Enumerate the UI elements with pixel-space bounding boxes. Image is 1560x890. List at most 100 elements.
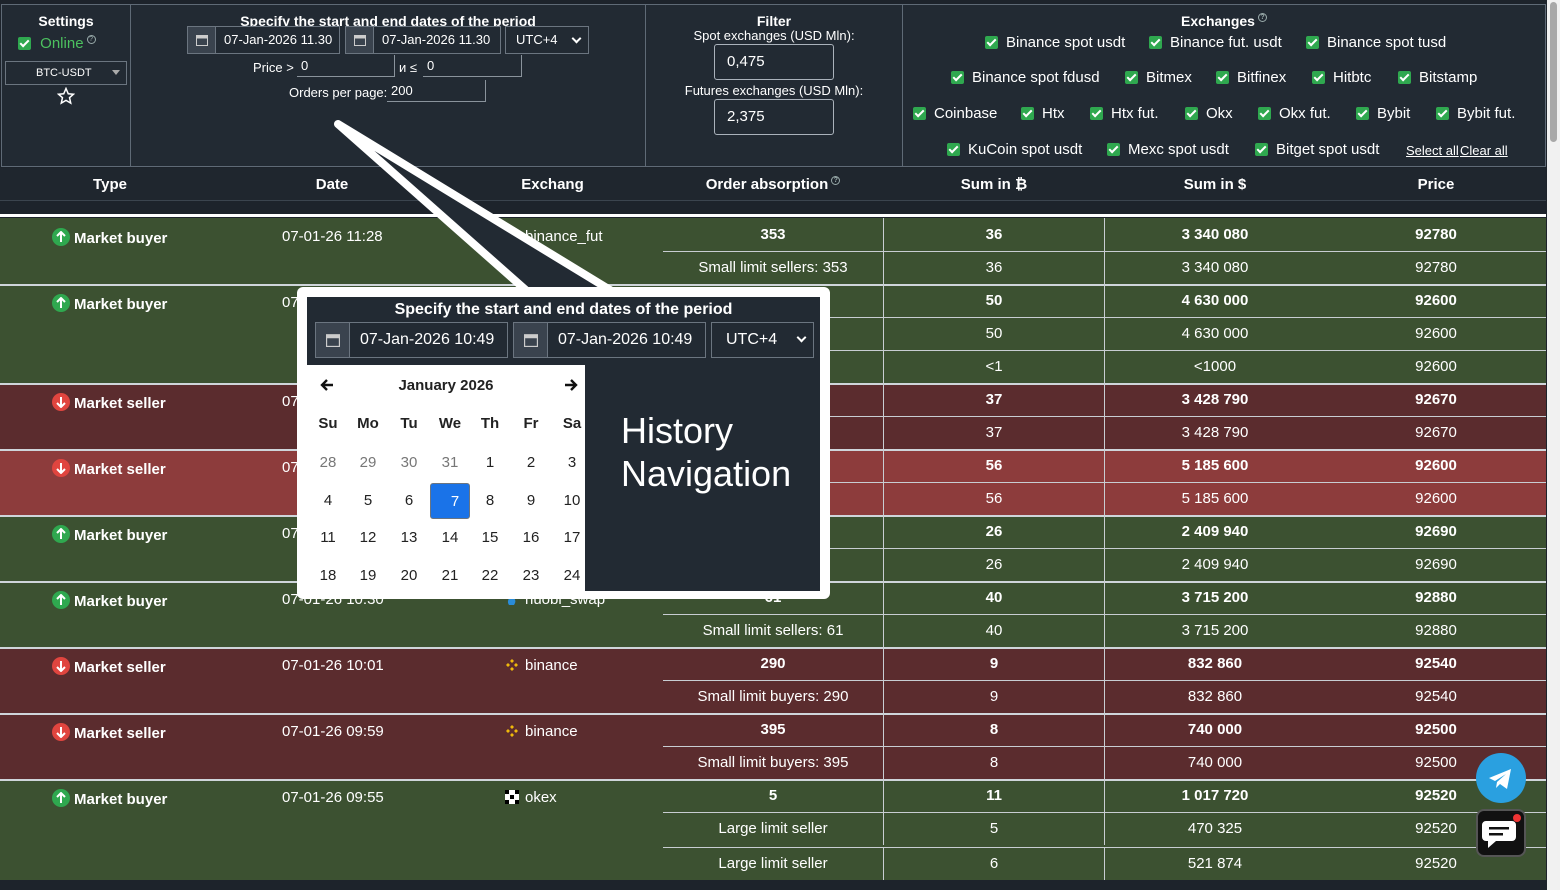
calendar-day[interactable]: 28 <box>319 454 337 471</box>
calendar-day[interactable]: 6 <box>404 492 414 509</box>
calendar-day[interactable]: 20 <box>400 567 418 584</box>
calendar-day-selected[interactable]: 7 <box>430 483 470 519</box>
calendar-day[interactable]: 16 <box>522 529 540 546</box>
row-border <box>0 713 1546 715</box>
calendar-day[interactable]: 24 <box>563 567 581 584</box>
exchange-checkbox[interactable]: Bybit fut. <box>1436 105 1515 122</box>
star-icon[interactable] <box>56 86 76 110</box>
exchange-checkbox[interactable]: Mexc spot usdt <box>1107 141 1229 158</box>
column-divider <box>883 482 884 515</box>
callout-start-date-field[interactable]: 07-Jan-2026 10:49 <box>315 322 508 358</box>
order-type: Market buyer <box>52 294 167 313</box>
start-date-field[interactable]: 07-Jan-2026 11.30 <box>187 26 340 54</box>
callout-timezone-select[interactable]: UTC+4 <box>711 322 814 358</box>
calendar-day[interactable]: 1 <box>485 454 495 471</box>
exchange-checkbox[interactable]: Okx fut. <box>1258 105 1331 122</box>
sum-btc-cell: 37 <box>985 424 1003 441</box>
calendar-day[interactable]: 29 <box>359 454 377 471</box>
scrollbar[interactable] <box>1547 0 1560 890</box>
exchange-checkbox[interactable]: Htx <box>1021 105 1065 122</box>
chat-button[interactable] <box>1476 809 1526 857</box>
calendar-day[interactable]: 2 <box>526 454 536 471</box>
absorption-cell: 5 <box>768 787 778 804</box>
exchange-checkbox[interactable]: Htx fut. <box>1090 105 1159 122</box>
futures-threshold-input[interactable]: 2,375 <box>714 99 834 135</box>
prev-month-icon[interactable] <box>319 377 335 398</box>
column-divider <box>883 350 884 383</box>
symbol-select[interactable]: BTC-USDT <box>5 61 127 85</box>
calendar-day[interactable]: 23 <box>522 567 540 584</box>
sum-btc-cell: 8 <box>989 721 999 738</box>
calendar-day[interactable]: 22 <box>481 567 499 584</box>
calendar-day[interactable]: 3 <box>567 454 577 471</box>
absorption-cell: 395 <box>760 721 786 738</box>
calendar-day[interactable]: 9 <box>526 492 536 509</box>
exchange-label: Bitfinex <box>1237 69 1287 86</box>
sum-btc-cell: <1 <box>985 358 1003 375</box>
calendar-day[interactable]: 4 <box>323 492 333 509</box>
filter-panel: Filter Spot exchanges (USD Mln): 0,475 F… <box>645 4 903 167</box>
header-sum-usd: Sum in $ <box>1183 176 1247 193</box>
exchange-checkbox[interactable]: Bybit <box>1356 105 1410 122</box>
calendar-day[interactable]: 17 <box>563 529 581 546</box>
telegram-button[interactable] <box>1476 753 1526 803</box>
calendar-day[interactable]: 30 <box>400 454 418 471</box>
exchanges-title: Exchanges? <box>903 13 1545 29</box>
end-date-field[interactable]: 07-Jan-2026 11.30 <box>345 26 501 54</box>
exchange-checkbox[interactable]: Okx <box>1185 105 1233 122</box>
scrollbar-thumb[interactable] <box>1550 2 1557 142</box>
sum-usd-cell: 740 000 <box>1187 721 1243 738</box>
exchange-checkbox[interactable]: Bitget spot usdt <box>1255 141 1379 158</box>
calendar-day[interactable]: 19 <box>359 567 377 584</box>
calendar-day[interactable]: 11 <box>320 529 336 546</box>
column-divider <box>883 548 884 581</box>
orders-per-page-input[interactable]: 200 <box>387 80 486 102</box>
period-title: Specify the start and end dates of the p… <box>240 13 536 29</box>
calendar-day[interactable]: 15 <box>481 529 499 546</box>
calendar-day[interactable]: 10 <box>563 492 581 509</box>
exchange-checkbox[interactable]: Binance spot fdusd <box>951 69 1100 86</box>
exchange-checkbox[interactable]: KuCoin spot usdt <box>947 141 1082 158</box>
column-divider <box>1104 713 1105 746</box>
price-min-input[interactable]: 0 <box>297 55 395 77</box>
next-month-icon[interactable] <box>563 377 579 398</box>
calendar-icon <box>188 27 216 53</box>
column-divider <box>1104 812 1105 845</box>
clear-all-link[interactable]: Clear all <box>1460 143 1508 158</box>
calendar-day[interactable]: 8 <box>485 492 495 509</box>
calendar-day[interactable]: 13 <box>400 529 418 546</box>
exchange-checkbox[interactable]: Binance spot usdt <box>985 34 1125 51</box>
exchange-checkbox[interactable]: Bitstamp <box>1398 69 1477 86</box>
timezone-select[interactable]: UTC+4 <box>505 26 589 54</box>
calendar-day[interactable]: 5 <box>363 492 373 509</box>
spot-threshold-input[interactable]: 0,475 <box>714 44 834 80</box>
okex-icon <box>505 790 519 804</box>
zoom-callout-inner: Specify the start and end dates of the p… <box>307 297 820 591</box>
exchange-checkbox[interactable]: Binance spot tusd <box>1306 34 1446 51</box>
select-all-link[interactable]: Select all <box>1406 143 1459 158</box>
online-toggle[interactable]: Online? <box>18 35 96 52</box>
arrow-up-icon <box>52 591 70 609</box>
price-max-input[interactable]: 0 <box>423 55 522 77</box>
column-divider <box>1104 847 1105 880</box>
help-icon: ? <box>1257 13 1267 22</box>
exchange-checkbox[interactable]: Coinbase <box>913 105 997 122</box>
exchange-checkbox[interactable]: Bitmex <box>1125 69 1192 86</box>
calendar-day[interactable]: 18 <box>319 567 337 584</box>
exchange-checkbox[interactable]: Binance fut. usdt <box>1149 34 1282 51</box>
arrow-down-icon <box>52 657 70 675</box>
exchange-checkbox[interactable]: Bitfinex <box>1216 69 1286 86</box>
calendar-day[interactable]: 14 <box>441 529 459 546</box>
order-type-label: Market seller <box>74 659 166 676</box>
chat-icon <box>1482 814 1521 848</box>
callout-end-date-field[interactable]: 07-Jan-2026 10:49 <box>513 322 706 358</box>
calendar-day[interactable]: 12 <box>359 529 377 546</box>
calendar-icon <box>346 27 374 53</box>
order-exchange: okex <box>505 789 557 806</box>
calendar-day[interactable]: 21 <box>441 567 459 584</box>
calendar-day[interactable]: 31 <box>441 454 459 471</box>
price-le-label: и ≤ <box>399 60 418 75</box>
sum-usd-cell: 4 630 000 <box>1181 325 1249 342</box>
exchange-checkbox[interactable]: Hitbtc <box>1312 69 1371 86</box>
arrow-up-icon <box>52 294 70 312</box>
